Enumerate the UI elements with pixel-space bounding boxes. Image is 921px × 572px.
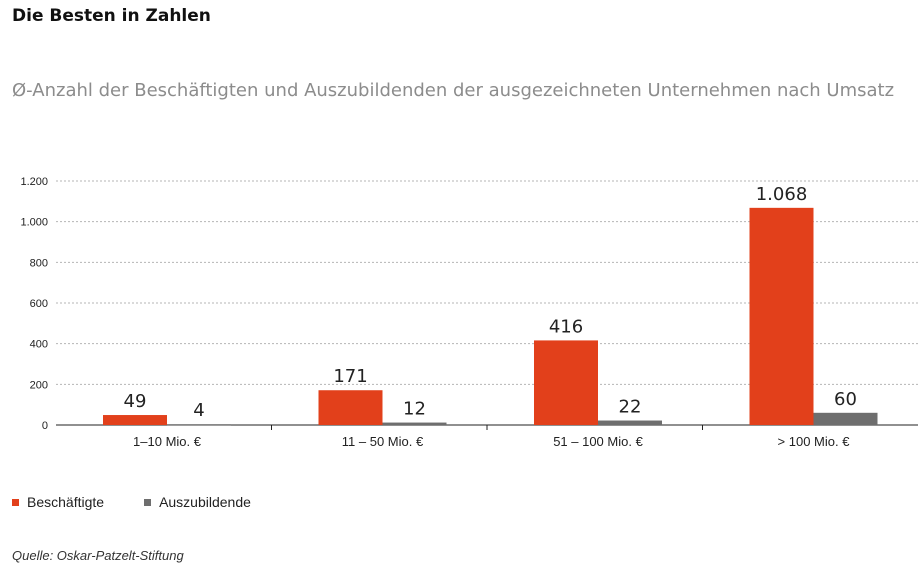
- legend-item-beschaeftigte: Beschäftigte: [12, 494, 104, 510]
- x-category-label: > 100 Mio. €: [778, 434, 851, 449]
- data-label: 12: [403, 399, 426, 420]
- y-tick-label: 1.200: [20, 176, 48, 188]
- bar-auszubildende: [598, 420, 662, 425]
- bar-auszubildende: [167, 424, 231, 426]
- legend-swatch-auszubildende: [144, 498, 152, 506]
- data-label: 1.068: [756, 184, 808, 205]
- x-category-label: 51 – 100 Mio. €: [553, 434, 643, 449]
- bar-beschaeftigte: [103, 415, 167, 425]
- y-tick-label: 400: [30, 339, 48, 351]
- source-note: Quelle: Oskar-Patzelt-Stiftung: [12, 548, 184, 563]
- bar-beschaeftigte: [749, 207, 814, 425]
- legend-label-beschaeftigte: Beschäftigte: [27, 494, 105, 510]
- data-label: 22: [619, 397, 642, 418]
- legend-item-auszubildende: Auszubildende: [144, 494, 251, 510]
- data-label: 4: [193, 400, 204, 421]
- y-tick-label: 0: [42, 420, 48, 432]
- bar-beschaeftigte: [534, 340, 598, 425]
- y-tick-label: 1.000: [20, 217, 48, 229]
- data-label: 60: [834, 389, 857, 410]
- chart-subtitle: Ø-Anzahl der Beschäftigten und Auszubild…: [12, 80, 895, 101]
- data-label: 171: [333, 366, 367, 387]
- x-category-label: 1–10 Mio. €: [133, 434, 202, 449]
- legend-swatch-beschaeftigte: [12, 498, 19, 506]
- data-label: 49: [124, 391, 147, 412]
- bar-auszubildende: [382, 422, 447, 425]
- x-category-label: 11 – 50 Mio. €: [342, 434, 424, 449]
- bar-chart: 0 200 400 600 800 1.000 1.200 49 4 1–10 Mio. € 171…: [20, 176, 918, 449]
- data-label: 416: [549, 316, 583, 337]
- legend-label-auszubildende: Auszubildende: [159, 494, 251, 510]
- y-tick-label: 800: [30, 257, 48, 269]
- y-tick-label: 600: [30, 298, 48, 310]
- legend: Beschäftigte Auszubildende: [12, 494, 251, 510]
- bar-beschaeftigte: [318, 390, 383, 425]
- bar-auszubildende: [813, 412, 878, 425]
- chart-title: Die Besten in Zahlen: [12, 6, 211, 26]
- y-tick-label: 200: [30, 379, 48, 391]
